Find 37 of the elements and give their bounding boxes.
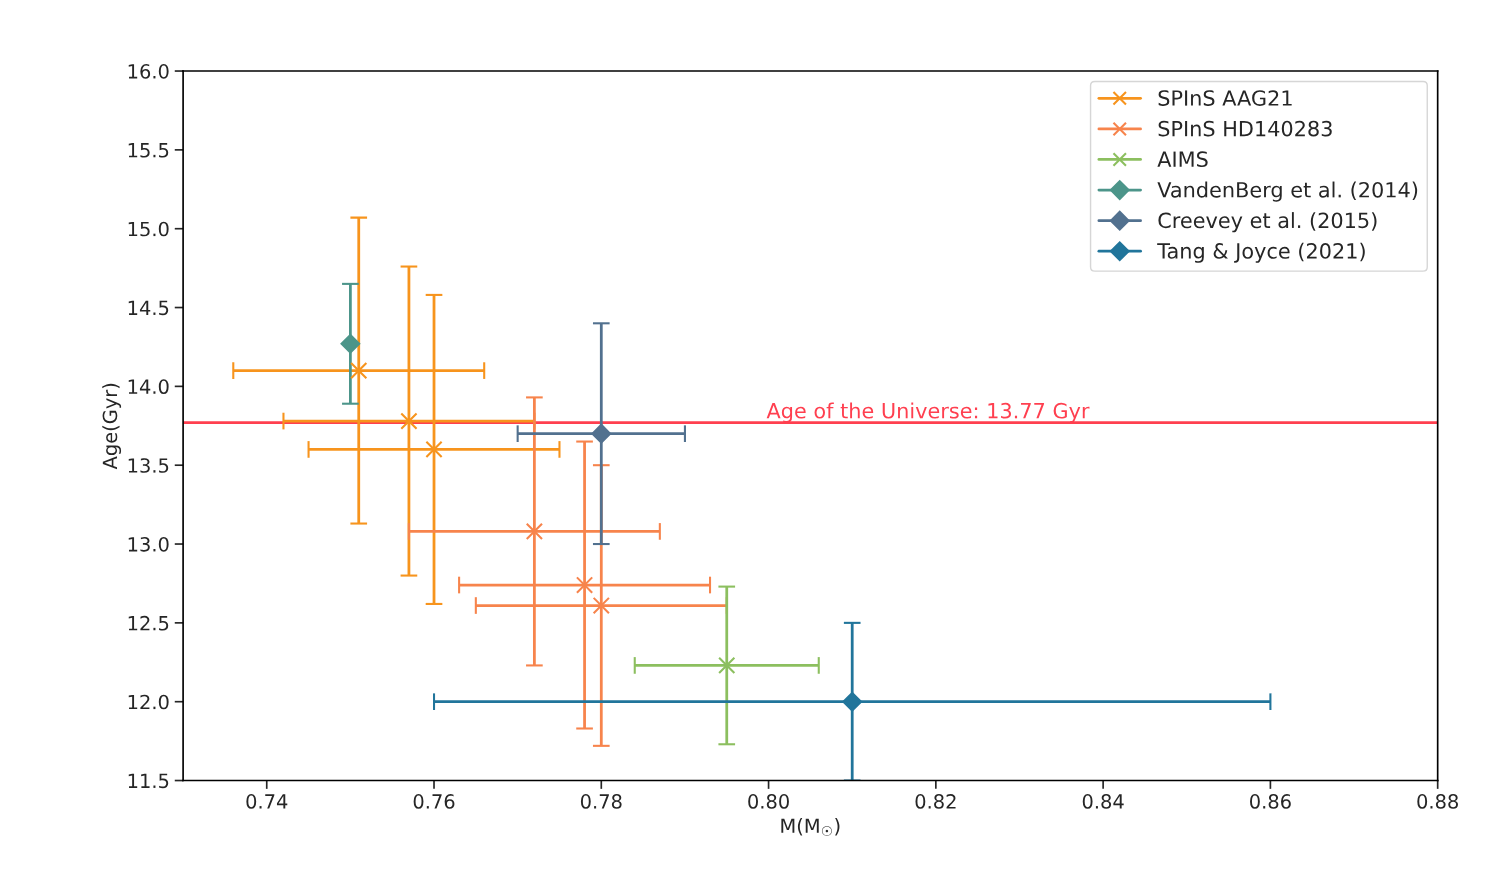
y-tick-label: 12.0 (128, 694, 169, 710)
point (400, 412, 418, 430)
y-tick-label: 12.5 (128, 615, 169, 631)
legend-label: SPInS HD140283 (1158, 120, 1332, 137)
x-tick-label: 0.84 (1082, 794, 1124, 809)
x-tick-label: 0.82 (915, 794, 956, 809)
x-tick-label: 0.78 (580, 794, 622, 809)
x-axis-title: M(M$_{☉}$) (781, 818, 840, 837)
point (350, 361, 368, 380)
point (842, 691, 863, 712)
x-tick-label: 0.76 (413, 794, 455, 809)
y-tick-label: 14.0 (128, 379, 169, 395)
point (591, 423, 612, 444)
y-tick-label: 13.0 (128, 536, 169, 552)
point (525, 522, 544, 541)
y-axis-title: Age(Gyr) (102, 383, 122, 470)
point (340, 333, 361, 354)
y-tick-label: 16.0 (128, 63, 169, 79)
y-tick-label: 11.5 (128, 773, 169, 789)
point (575, 576, 594, 594)
y-tick-label: 15.5 (128, 143, 169, 158)
legend-label: AIMS (1157, 151, 1208, 168)
x-tick-label: 0.74 (246, 794, 288, 809)
legend-label: SPInS AAG21 (1158, 90, 1292, 106)
y-tick-label: 14.5 (128, 300, 169, 316)
point (425, 440, 443, 459)
ref-line-label: Age of the Universe: 13.77 Gyr (766, 402, 1090, 423)
x-tick-label: 0.86 (1250, 794, 1291, 809)
y-tick-label: 15.0 (128, 221, 169, 237)
y-tick-label: 13.5 (128, 458, 169, 473)
x-tick-label: 0.88 (1417, 794, 1458, 809)
legend-label: VandenBerg et al. (2014) (1157, 181, 1418, 202)
point (718, 656, 736, 675)
legend-label: Creevey et al. (2015) (1158, 212, 1377, 233)
point (592, 596, 610, 615)
x-tick-label: 0.80 (748, 794, 789, 809)
legend-label: Tang & Joyce (2021) (1157, 242, 1365, 263)
